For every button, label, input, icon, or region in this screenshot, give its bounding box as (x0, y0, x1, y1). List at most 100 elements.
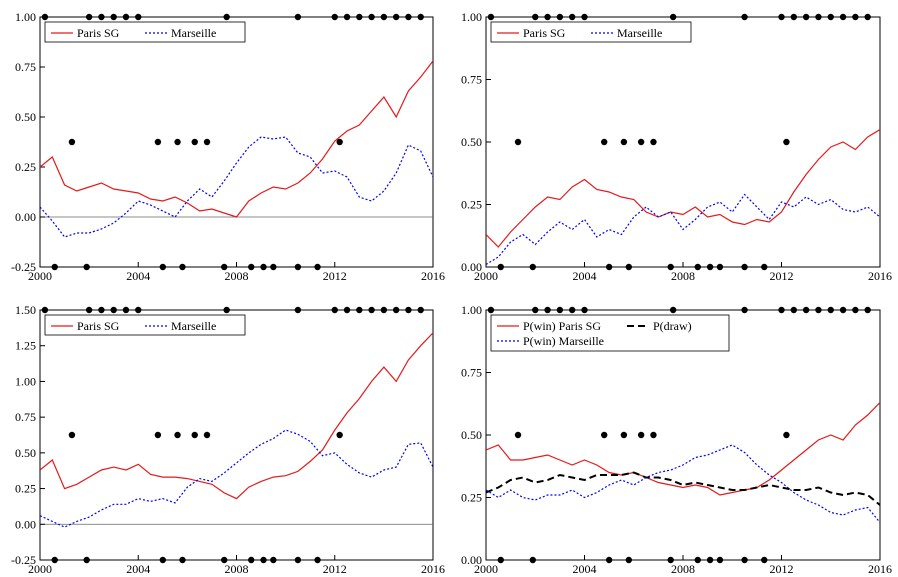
result-dot-middle (154, 138, 162, 146)
y-tick-label: 0.00 (15, 210, 36, 224)
result-dot-bottom (706, 556, 714, 564)
result-dot-middle (650, 138, 657, 146)
result-dot-top (839, 306, 847, 314)
result-dot-bottom (248, 263, 255, 271)
result-dot-bottom (497, 263, 504, 271)
result-dot-top (368, 306, 375, 314)
y-tick-label: 0.25 (15, 482, 36, 496)
result-dot-middle (514, 431, 522, 439)
result-dot-middle (620, 138, 628, 146)
result-dot-top (331, 306, 338, 314)
y-tick-label: 0.00 (461, 260, 482, 274)
result-dot-top (581, 13, 588, 21)
result-dot-bottom (706, 263, 714, 271)
result-dot-top (544, 13, 551, 21)
result-dot-top (110, 306, 117, 314)
legend: Paris SG Marseille (490, 21, 692, 43)
result-dot-top (802, 13, 810, 21)
y-tick-label: 0.50 (15, 446, 36, 460)
result-dot-middle (203, 138, 211, 146)
result-dot-top (532, 306, 539, 314)
result-dot-middle (783, 138, 790, 146)
result-dot-bottom (314, 263, 321, 271)
result-dot-bottom (179, 556, 186, 564)
y-tick-label: 0.50 (15, 110, 36, 124)
x-tick-label: 2000 (28, 562, 52, 576)
y-tick-label: 0.25 (461, 198, 482, 212)
result-dot-bottom (529, 263, 536, 271)
series-line-p-draw- (486, 471, 880, 506)
x-tick-label: 2016 (868, 269, 892, 283)
result-dot-top (544, 306, 551, 314)
result-dot-top (790, 306, 798, 314)
result-dot-top (122, 306, 130, 314)
result-dot-top (392, 306, 400, 314)
result-dot-bottom (270, 556, 277, 564)
legend-label: Paris SG (77, 319, 120, 333)
x-tick-label: 2016 (421, 562, 445, 576)
result-dot-top (122, 13, 130, 21)
x-tick-label: 2004 (126, 269, 150, 283)
legend-label: P(draw) (653, 319, 692, 333)
y-tick-label: -0.25 (11, 260, 36, 274)
result-dot-top (223, 306, 230, 314)
x-tick-label: 2012 (323, 269, 347, 283)
y-tick-label: 1.25 (15, 339, 36, 353)
result-dot-bottom (667, 556, 674, 564)
y-tick-label: 0.25 (461, 491, 482, 505)
result-dot-top (135, 13, 142, 21)
x-tick-label: 2008 (671, 269, 695, 283)
result-dot-top (380, 13, 388, 21)
result-dot-top (380, 306, 388, 314)
y-tick-label: 0.00 (461, 553, 482, 567)
result-dot-bottom (605, 556, 613, 564)
result-dot-middle (174, 431, 181, 439)
x-tick-label: 2000 (28, 269, 52, 283)
legend-label: Marseille (171, 319, 216, 333)
result-dot-bottom (605, 263, 613, 271)
result-dot-top (556, 306, 564, 314)
y-tick-label: 1.00 (461, 303, 482, 317)
result-dot-top (487, 13, 495, 21)
legend: Paris SG Marseille (44, 314, 246, 336)
result-dot-top (827, 306, 834, 314)
result-dot-top (852, 13, 859, 21)
result-dot-middle (783, 431, 790, 439)
result-dot-top (294, 13, 302, 21)
y-tick-label: 0.50 (461, 135, 482, 149)
x-tick-label: 2000 (474, 269, 498, 283)
result-dot-bottom (741, 263, 748, 271)
result-dot-top (741, 13, 748, 21)
result-dot-middle (203, 431, 211, 439)
result-dot-middle (336, 431, 343, 439)
result-dot-bottom (761, 263, 768, 271)
series-line-marseille (40, 429, 433, 528)
result-dot-bottom (294, 263, 302, 271)
result-dot-middle (68, 431, 76, 439)
y-tick-label: 0.75 (15, 60, 36, 74)
series-line-paris-sg (486, 128, 880, 248)
legend-label: P(win) Marseille (523, 334, 604, 348)
result-dot-bottom (270, 263, 277, 271)
result-dot-top (110, 13, 117, 21)
legend-label: Marseille (617, 26, 662, 40)
result-dot-middle (620, 431, 628, 439)
result-dot-top (802, 306, 810, 314)
x-tick-label: 2012 (770, 269, 794, 283)
result-dot-top (815, 306, 822, 314)
result-dot-bottom (248, 556, 255, 564)
result-dot-middle (68, 138, 76, 146)
result-dot-bottom (51, 556, 58, 564)
result-dot-top (669, 306, 677, 314)
x-tick-label: 2016 (868, 562, 892, 576)
legend-label: Paris SG (523, 26, 566, 40)
chart-panel-3: 2000 2004 2008 2012 2016 -0.25 0.00 0.25 0.50 0.7… (11, 303, 445, 576)
result-dot-top (778, 13, 785, 21)
legend-box (490, 21, 692, 43)
result-dot-top (41, 306, 49, 314)
result-dot-bottom (159, 263, 167, 271)
series-line-p-win-paris-sg (486, 402, 880, 496)
result-dot-top (532, 13, 539, 21)
x-tick-label: 2004 (573, 562, 597, 576)
legend: P(win) Paris SG P(draw) P(win) Marseille (490, 314, 730, 352)
